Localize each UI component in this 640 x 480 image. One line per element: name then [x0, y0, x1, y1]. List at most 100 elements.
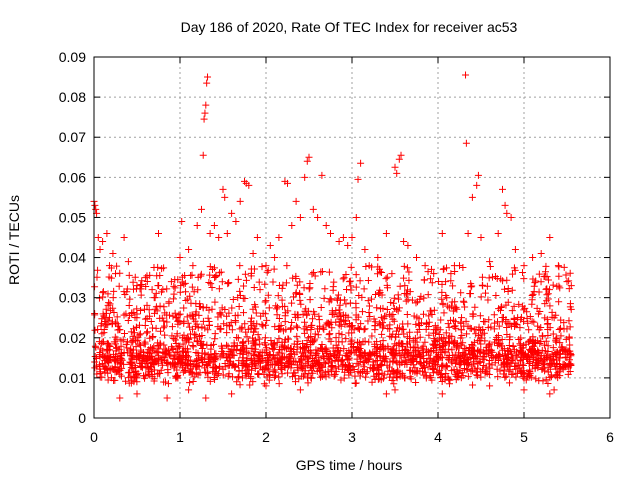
- data-point: [305, 153, 313, 161]
- data-point: [389, 311, 397, 319]
- data-point: [382, 275, 390, 283]
- data-point: [278, 341, 286, 349]
- data-point: [419, 367, 427, 375]
- data-point: [94, 266, 102, 274]
- data-point: [386, 370, 394, 378]
- data-point: [122, 377, 130, 385]
- data-point: [520, 370, 528, 378]
- data-point: [329, 350, 337, 358]
- data-point: [290, 293, 297, 301]
- data-point: [271, 323, 279, 331]
- data-point: [233, 378, 241, 386]
- data-point: [525, 360, 533, 368]
- data-point: [445, 339, 453, 347]
- data-point: [194, 273, 202, 281]
- data-point: [467, 290, 475, 298]
- data-point: [107, 274, 115, 282]
- data-point: [109, 294, 117, 302]
- x-tick-label: 3: [348, 429, 356, 445]
- data-point: [276, 346, 284, 354]
- data-point: [301, 329, 309, 337]
- data-point: [113, 344, 121, 352]
- data-point: [325, 298, 333, 306]
- data-point: [211, 375, 219, 383]
- data-point: [240, 282, 248, 290]
- data-point: [249, 305, 257, 313]
- data-point: [184, 361, 192, 369]
- data-point: [188, 311, 196, 319]
- data-point: [318, 171, 326, 179]
- data-point: [389, 373, 397, 381]
- data-point: [304, 374, 312, 382]
- data-point: [459, 297, 467, 305]
- data-point: [155, 281, 163, 289]
- data-point: [546, 302, 554, 310]
- data-point: [152, 349, 160, 357]
- data-point: [137, 306, 145, 314]
- data-point: [292, 289, 300, 297]
- data-point: [413, 338, 421, 346]
- data-point: [424, 268, 432, 276]
- data-point: [261, 280, 269, 288]
- data-point: [401, 345, 409, 353]
- data-point: [189, 343, 197, 351]
- data-point: [125, 374, 133, 382]
- data-point: [392, 327, 400, 335]
- data-point: [391, 163, 399, 171]
- data-point: [292, 322, 300, 330]
- data-point: [448, 367, 456, 375]
- data-point: [337, 357, 345, 365]
- data-point: [159, 286, 167, 294]
- data-point: [322, 350, 330, 358]
- data-point: [461, 303, 469, 311]
- data-point: [234, 374, 242, 382]
- data-point: [235, 367, 243, 375]
- data-point: [235, 303, 243, 311]
- data-point: [147, 344, 155, 352]
- data-point: [549, 330, 557, 338]
- data-point: [412, 379, 420, 387]
- data-point: [443, 264, 451, 272]
- data-point: [403, 291, 411, 299]
- data-point: [129, 325, 137, 333]
- data-point: [273, 303, 281, 311]
- data-point: [481, 337, 489, 345]
- data-point: [221, 359, 229, 367]
- data-point: [479, 282, 487, 290]
- data-point: [563, 354, 571, 362]
- data-point: [481, 318, 489, 326]
- data-point: [412, 320, 420, 328]
- data-point: [271, 354, 279, 362]
- data-point: [335, 238, 343, 246]
- data-point: [561, 363, 569, 371]
- data-point: [192, 331, 200, 339]
- data-point: [498, 303, 506, 311]
- data-point: [347, 263, 355, 271]
- data-point: [141, 340, 149, 348]
- data-point: [117, 342, 125, 350]
- data-point: [216, 269, 224, 277]
- data-point: [486, 382, 494, 390]
- data-point: [352, 213, 360, 221]
- data-point: [430, 306, 438, 314]
- data-point: [481, 289, 489, 297]
- data-point: [506, 379, 514, 387]
- data-point: [442, 278, 450, 286]
- data-point: [364, 356, 372, 364]
- data-point: [494, 373, 502, 381]
- data-point: [462, 317, 470, 325]
- data-point: [431, 360, 439, 368]
- data-point: [398, 359, 406, 367]
- data-point: [130, 329, 138, 337]
- data-point: [541, 314, 549, 322]
- x-tick-label: 5: [520, 429, 528, 445]
- data-point: [377, 313, 385, 321]
- data-point: [342, 271, 350, 279]
- data-point: [449, 282, 457, 290]
- data-point: [176, 353, 184, 361]
- data-point: [420, 294, 428, 302]
- data-point: [97, 345, 105, 353]
- data-point: [529, 275, 537, 283]
- data-point: [459, 339, 467, 347]
- data-point: [229, 295, 237, 303]
